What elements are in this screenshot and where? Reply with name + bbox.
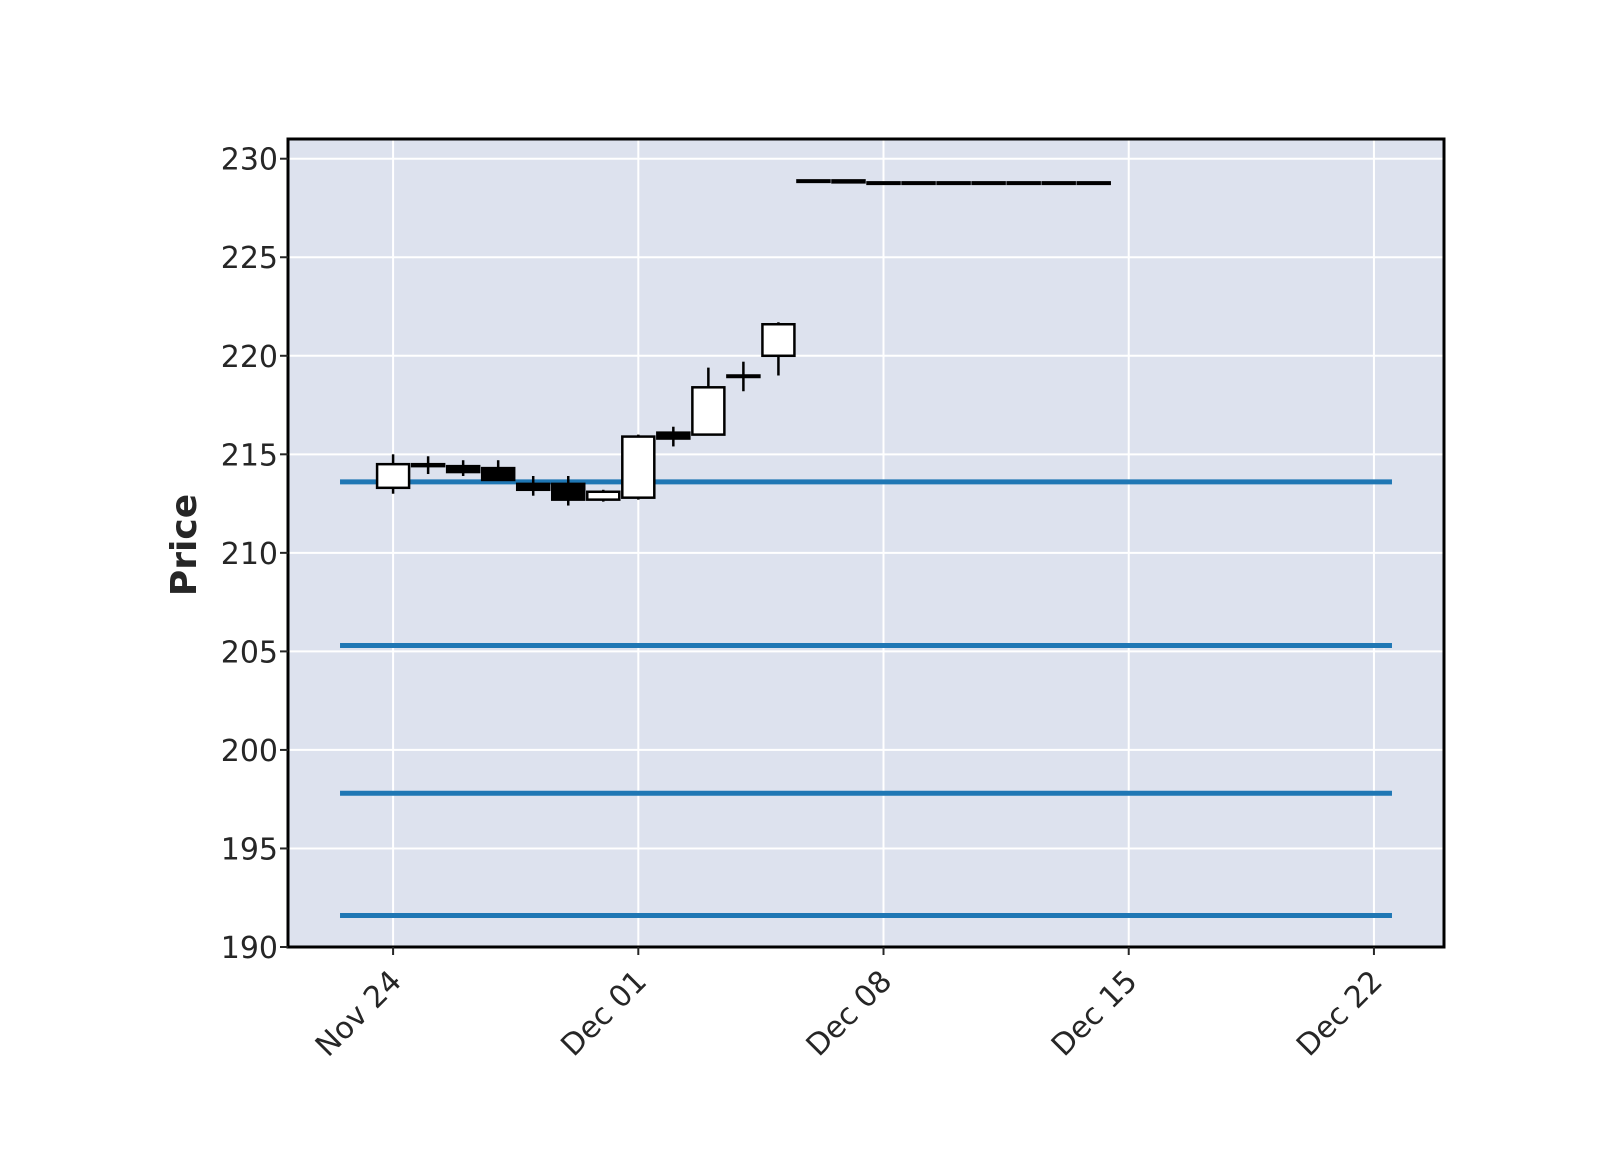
candle <box>761 322 796 376</box>
candle-body <box>726 374 761 379</box>
candle <box>621 434 656 500</box>
x-tick-label: Nov 24 <box>309 964 409 1064</box>
y-tick-label: 225 <box>221 241 278 276</box>
candle <box>410 456 446 475</box>
y-tick-label: 205 <box>221 635 278 670</box>
candle-body <box>1041 181 1076 186</box>
candle <box>1006 181 1041 186</box>
grid-lines <box>288 139 1444 948</box>
candles <box>375 179 1111 506</box>
candle <box>656 426 691 447</box>
candle-body <box>761 322 796 358</box>
candle-body <box>831 179 866 184</box>
candle-body <box>901 181 936 186</box>
candle-body <box>866 181 901 186</box>
candle-body <box>445 464 481 474</box>
candle-body <box>971 181 1006 186</box>
candle <box>901 181 936 186</box>
candle-body <box>480 466 516 482</box>
candle-body <box>586 490 621 501</box>
y-axis-title: Price <box>164 494 205 596</box>
candle <box>691 367 726 436</box>
y-tick-label: 210 <box>221 537 278 572</box>
candle-body <box>656 431 691 440</box>
candle-body <box>1006 181 1041 186</box>
candle-body <box>410 462 446 468</box>
candle <box>796 179 831 184</box>
candle-body <box>796 179 831 184</box>
candle-body <box>936 181 971 186</box>
y-tick-label: 190 <box>221 931 278 966</box>
y-tick-label: 215 <box>221 438 278 473</box>
candle <box>515 475 551 496</box>
y-tick-label: 200 <box>221 734 278 769</box>
plot-background <box>288 139 1444 947</box>
y-tick-label: 230 <box>221 143 278 178</box>
candle-body <box>515 482 551 492</box>
candle <box>1041 181 1076 186</box>
x-tick-label: Dec 22 <box>1290 964 1390 1064</box>
candle <box>586 489 621 502</box>
y-axis: 190 195 200 205 210 215 220 225 230 <box>221 143 288 966</box>
candle-body <box>691 386 726 436</box>
y-tick-label: 195 <box>221 832 278 867</box>
x-tick-label: Dec 01 <box>554 964 654 1064</box>
x-tick-label: Dec 15 <box>1045 964 1145 1064</box>
candle <box>480 460 516 482</box>
x-axis: Nov 24 Dec 01 Dec 08 Dec 15 Dec 22 <box>309 947 1390 1064</box>
x-tick-label: Dec 08 <box>800 964 900 1064</box>
candle <box>936 181 971 186</box>
candle-body <box>1076 181 1111 186</box>
candle <box>375 454 411 494</box>
horizontal-lines <box>340 479 1392 918</box>
candle <box>550 475 586 506</box>
candle <box>1076 181 1111 186</box>
candle-body <box>621 435 656 499</box>
candle <box>726 361 761 392</box>
y-tick-label: 220 <box>221 340 278 375</box>
candle-body <box>375 462 411 490</box>
candle-body <box>550 482 586 501</box>
candle <box>971 181 1006 186</box>
candle <box>831 179 866 184</box>
candle <box>445 460 481 476</box>
plot-frame <box>286 137 1446 949</box>
candle <box>866 181 901 186</box>
